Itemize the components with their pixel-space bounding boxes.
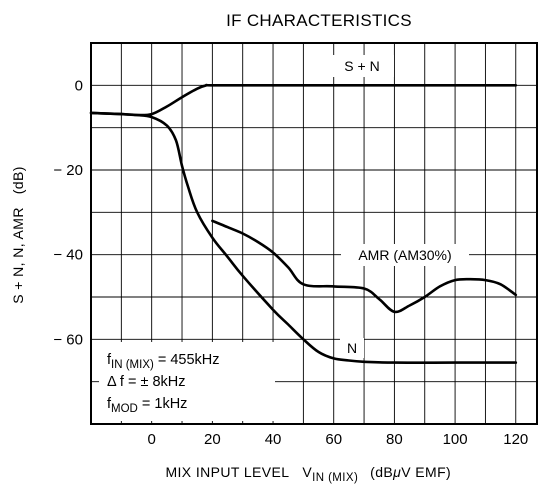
y-tick-label: − 20 xyxy=(53,162,83,179)
x-tick-label: 60 xyxy=(325,431,342,448)
sn-label-bg xyxy=(332,55,394,77)
conditions-box-bg xyxy=(99,342,275,421)
series-line-amr xyxy=(211,219,518,314)
amr-label-bg xyxy=(341,244,469,266)
n-label-bg xyxy=(340,338,364,358)
condition-if-frequency: fIN (MIX) = 455kHz xyxy=(107,352,220,371)
condition-deviation: Δ f = ± 8kHz xyxy=(107,374,186,390)
y-tick-label: − 60 xyxy=(53,331,83,348)
grid xyxy=(91,43,537,424)
n-curve-label: N xyxy=(347,340,357,356)
tick-labels: 0 20 40 60 80 100 120 0 − 20 − 40 − 60 xyxy=(53,77,528,448)
series-line-n xyxy=(89,111,518,364)
chart-title: IF CHARACTERISTICS xyxy=(226,11,412,30)
plot-frame xyxy=(90,42,538,425)
x-axis-label: MIX INPUT LEVEL VIN (MIX) (dBμV EMF) xyxy=(144,464,464,484)
x-tick-label: 120 xyxy=(503,431,528,448)
x-tick-label: 40 xyxy=(265,431,282,448)
y-tick-label: 0 xyxy=(75,77,83,94)
y-axis-label: S + N, N, AMR (dB) xyxy=(10,166,26,304)
series-lines xyxy=(89,83,518,364)
sn-curve-label: S + N xyxy=(344,58,379,74)
amr-curve-label: AMR (AM30%) xyxy=(358,247,451,263)
x-tick-label: 0 xyxy=(148,431,156,448)
y-tick-label: − 40 xyxy=(53,247,83,264)
x-tick-label: 100 xyxy=(443,431,468,448)
x-tick-label: 80 xyxy=(386,431,403,448)
x-tick-label: 20 xyxy=(204,431,221,448)
condition-mod-frequency: fMOD = 1kHz xyxy=(107,396,187,415)
